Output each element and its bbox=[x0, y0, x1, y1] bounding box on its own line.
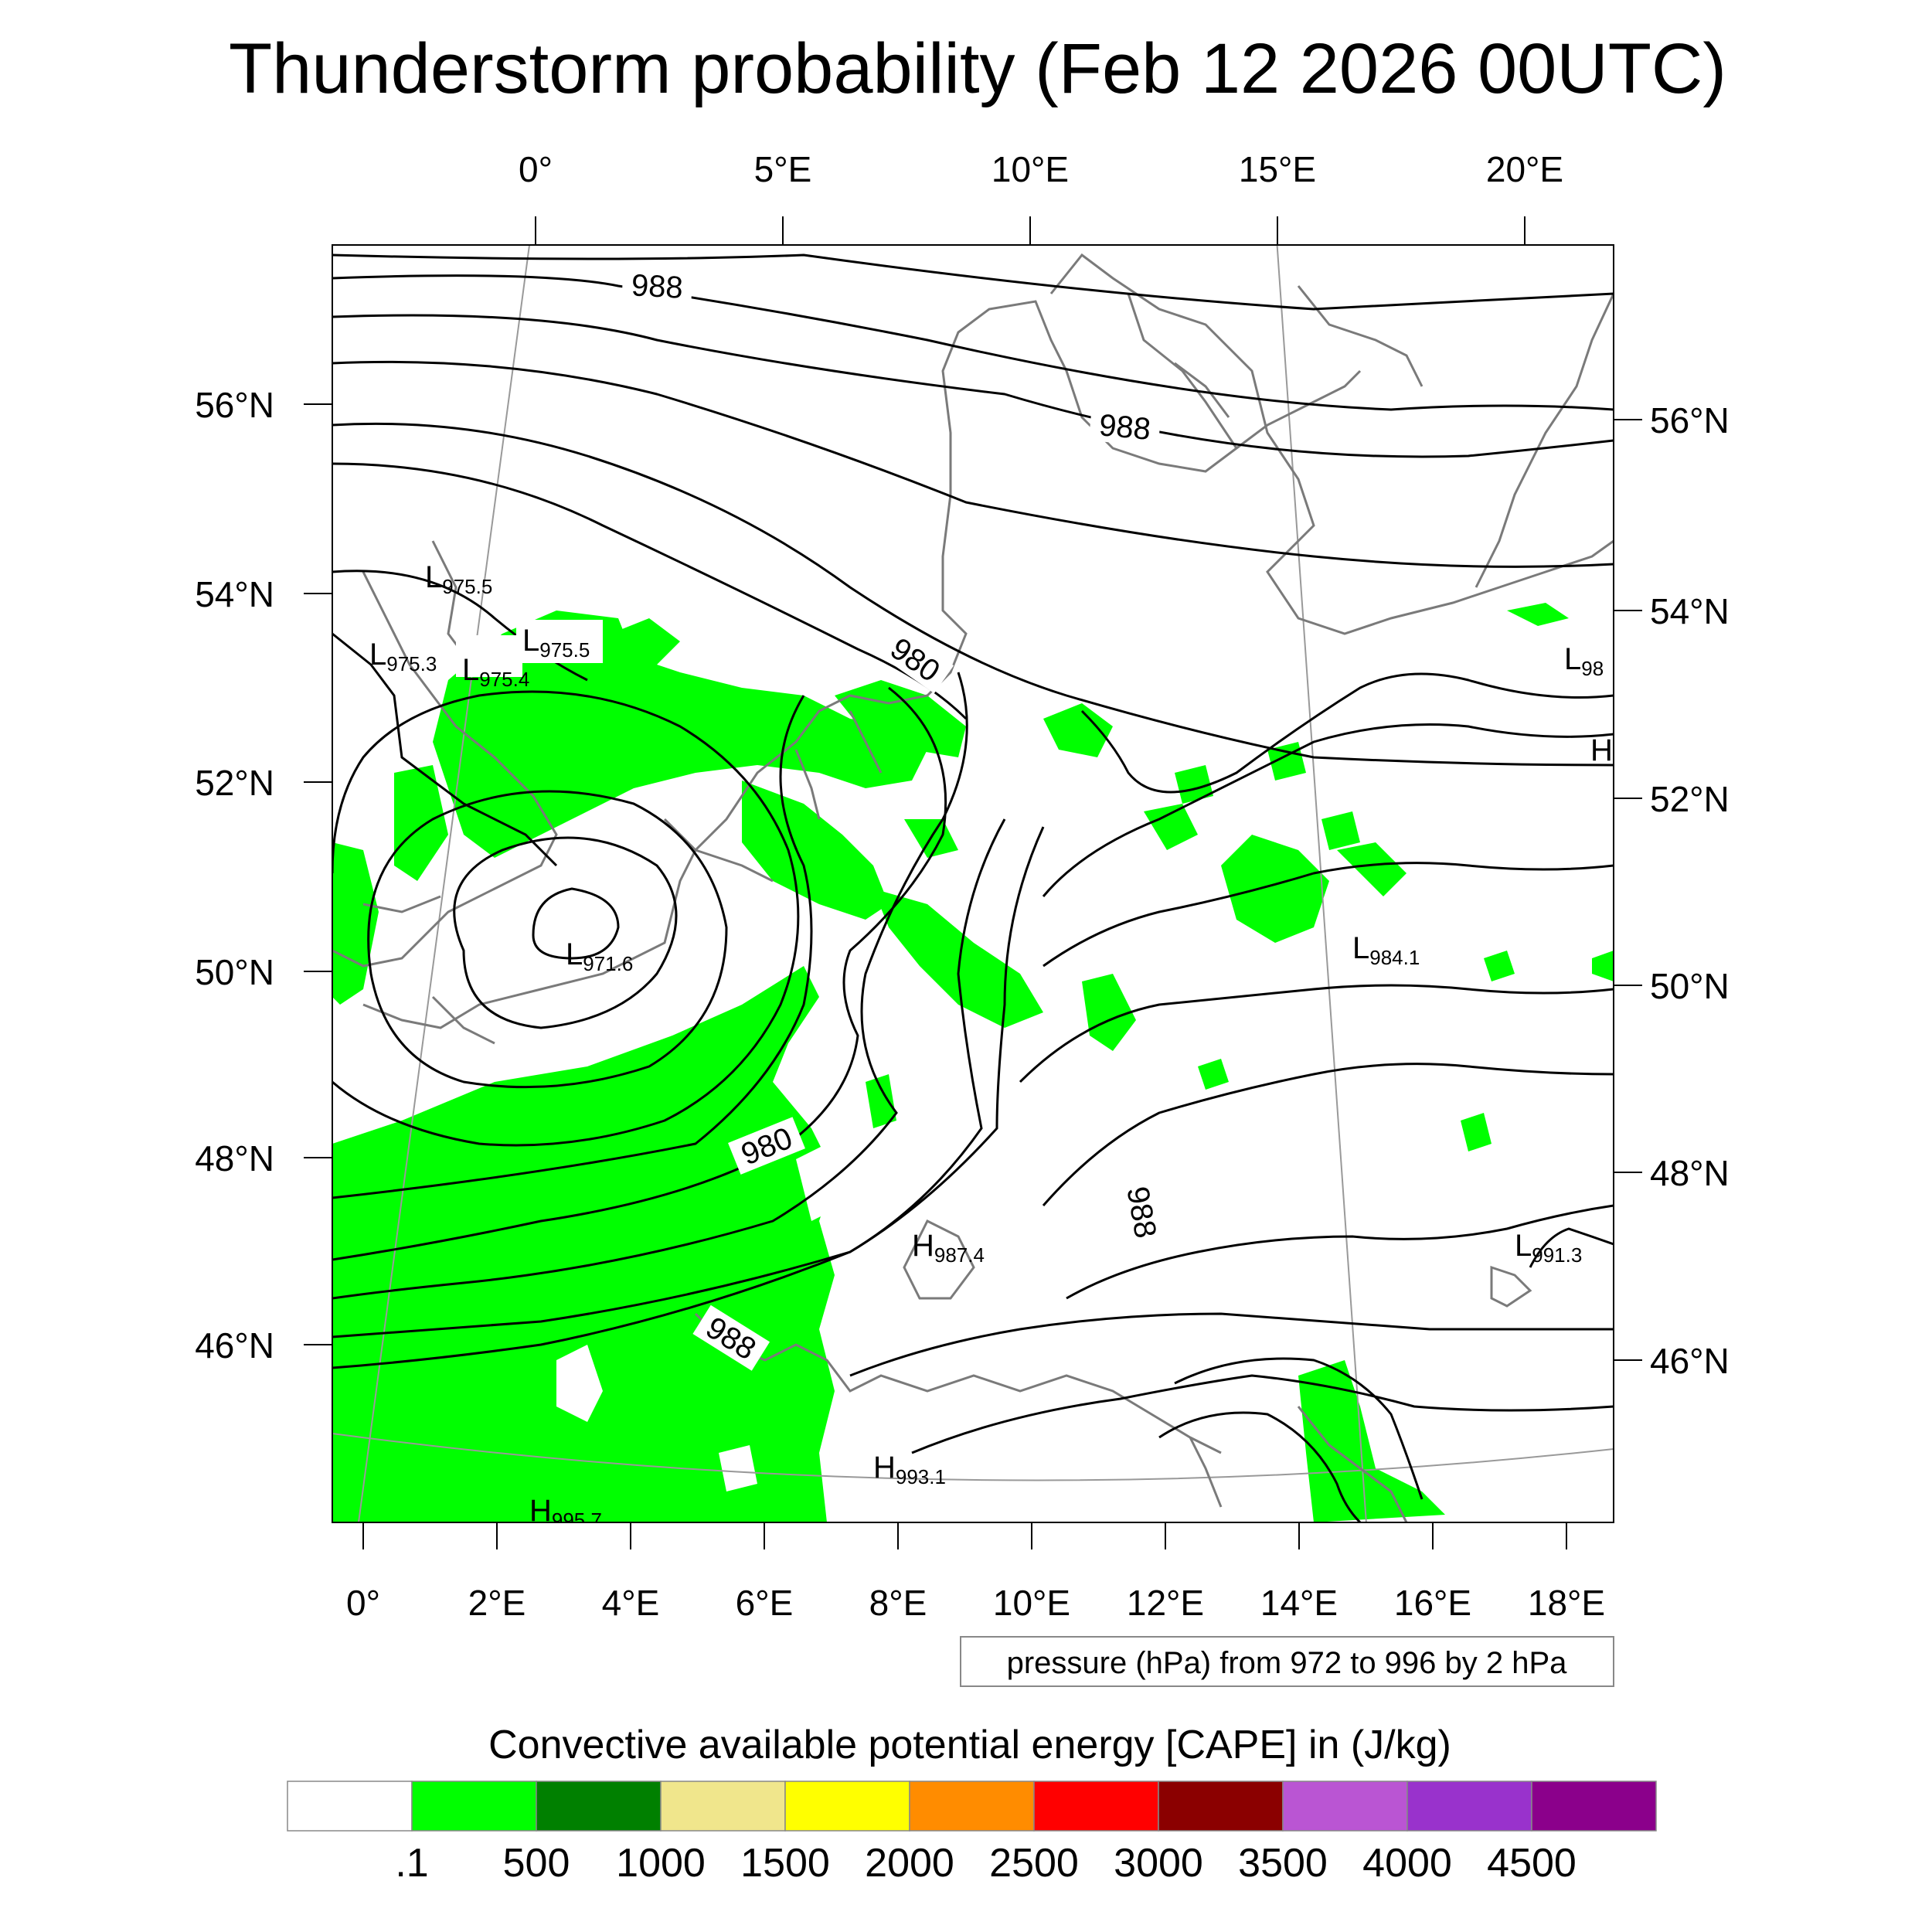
colorbar-swatch bbox=[287, 1781, 413, 1832]
pressure-center: H bbox=[1590, 733, 1613, 767]
top-lon-label: 15°E bbox=[1239, 149, 1316, 189]
colorbar-swatch bbox=[784, 1781, 910, 1832]
pressure-center: L971.6 bbox=[566, 937, 633, 975]
right-lat-label: 48°N bbox=[1650, 1153, 1730, 1193]
pressure-center: H995.7 bbox=[529, 1494, 602, 1532]
colorbar-swatch bbox=[909, 1781, 1035, 1832]
bottom-lon-label: 8°E bbox=[869, 1583, 927, 1623]
chart-title: Thunderstorm probability (Feb 12 2026 00… bbox=[229, 29, 1726, 108]
pressure-center: L984.1 bbox=[1352, 931, 1420, 969]
map-area bbox=[332, 245, 1614, 1522]
pressure-center: L991.3 bbox=[1515, 1229, 1582, 1267]
top-lon-label: 10°E bbox=[992, 149, 1069, 189]
right-lat-label: 50°N bbox=[1650, 966, 1730, 1006]
right-lat-labels: 56°N 54°N 52°N 50°N 48°N 46°N bbox=[1650, 400, 1730, 1381]
bottom-lon-label: 12°E bbox=[1127, 1583, 1204, 1623]
colorbar-labels: .1 500 1000 1500 2000 2500 3000 3500 4000 4500 bbox=[395, 1841, 1577, 1886]
contour-label: 988 bbox=[631, 268, 684, 304]
pressure-center: L975.5 bbox=[425, 560, 492, 598]
right-lat-label: 52°N bbox=[1650, 779, 1730, 819]
colorbar-label: 1500 bbox=[740, 1841, 830, 1886]
colorbar-label: 2500 bbox=[989, 1841, 1079, 1886]
right-lat-label: 46°N bbox=[1650, 1341, 1730, 1381]
left-lat-label: 56°N bbox=[195, 385, 274, 425]
left-lat-label: 50°N bbox=[195, 952, 274, 992]
bottom-lon-label: 2°E bbox=[468, 1583, 526, 1623]
left-lat-labels: 56°N 54°N 52°N 50°N 48°N 46°N bbox=[195, 385, 274, 1366]
bottom-lon-label: 10°E bbox=[993, 1583, 1070, 1623]
coastlines bbox=[332, 253, 1614, 1522]
pressure-center: H993.1 bbox=[873, 1451, 946, 1488]
top-lon-label: 20°E bbox=[1486, 149, 1563, 189]
colorbar-swatch bbox=[1158, 1781, 1284, 1832]
top-lon-labels: 0° 5°E 10°E 15°E 20°E bbox=[519, 149, 1563, 189]
colorbar-label: 500 bbox=[503, 1841, 570, 1886]
colorbar-swatch bbox=[1033, 1781, 1159, 1832]
left-lat-label: 54°N bbox=[195, 574, 274, 614]
map-frame bbox=[332, 244, 1614, 1523]
bottom-lon-labels: 0° 2°E 4°E 6°E 8°E 10°E 12°E 14°E 16°E 1… bbox=[346, 1583, 1605, 1623]
pressure-center: L975.3 bbox=[369, 638, 437, 675]
top-lon-label: 0° bbox=[519, 149, 553, 189]
info-box-text: pressure (hPa) from 972 to 996 by 2 hPa bbox=[1007, 1646, 1568, 1680]
top-lon-label: 5°E bbox=[754, 149, 812, 189]
colorbar-label: 3500 bbox=[1238, 1841, 1328, 1886]
colorbar-label: 4000 bbox=[1362, 1841, 1452, 1886]
info-box bbox=[960, 1636, 1614, 1687]
colorbar-swatch bbox=[1531, 1781, 1657, 1832]
colorbar-label: 1000 bbox=[616, 1841, 706, 1886]
colorbar-swatch bbox=[660, 1781, 786, 1832]
right-lat-label: 56°N bbox=[1650, 400, 1730, 440]
bottom-lon-label: 0° bbox=[346, 1583, 380, 1623]
pressure-center: L98 bbox=[1564, 642, 1604, 680]
colorbar-label: .1 bbox=[395, 1841, 428, 1886]
colorbar-label: 2000 bbox=[865, 1841, 954, 1886]
bottom-lon-label: 16°E bbox=[1394, 1583, 1471, 1623]
colorbar-label: 3000 bbox=[1114, 1841, 1203, 1886]
bottom-lon-label: 4°E bbox=[602, 1583, 660, 1623]
pressure-center: L975.5 bbox=[522, 624, 590, 662]
bottom-lon-label: 18°E bbox=[1528, 1583, 1605, 1623]
colorbar-title: Convective available potential energy [C… bbox=[488, 1723, 1451, 1767]
colorbar-swatch bbox=[1406, 1781, 1532, 1832]
colorbar bbox=[287, 1781, 1657, 1832]
contour-label: 988 bbox=[1097, 408, 1151, 447]
pressure-centers: L975.5 L975.3 L975.4 L975.5 L971.6 L984.… bbox=[369, 560, 1613, 1532]
colorbar-swatch bbox=[1282, 1781, 1408, 1832]
tick-marks bbox=[304, 216, 1642, 1549]
left-lat-label: 48°N bbox=[195, 1138, 274, 1179]
right-lat-label: 54°N bbox=[1650, 591, 1730, 631]
isobars bbox=[332, 253, 1614, 1522]
pressure-center: L975.4 bbox=[462, 653, 529, 691]
bottom-lon-label: 14°E bbox=[1260, 1583, 1338, 1623]
bottom-lon-label: 6°E bbox=[736, 1583, 794, 1623]
left-lat-label: 52°N bbox=[195, 763, 274, 803]
colorbar-swatch bbox=[536, 1781, 662, 1832]
colorbar-swatch bbox=[411, 1781, 537, 1832]
pressure-center: H987.4 bbox=[912, 1229, 985, 1267]
left-lat-label: 46°N bbox=[195, 1325, 274, 1366]
colorbar-label: 4500 bbox=[1487, 1841, 1577, 1886]
